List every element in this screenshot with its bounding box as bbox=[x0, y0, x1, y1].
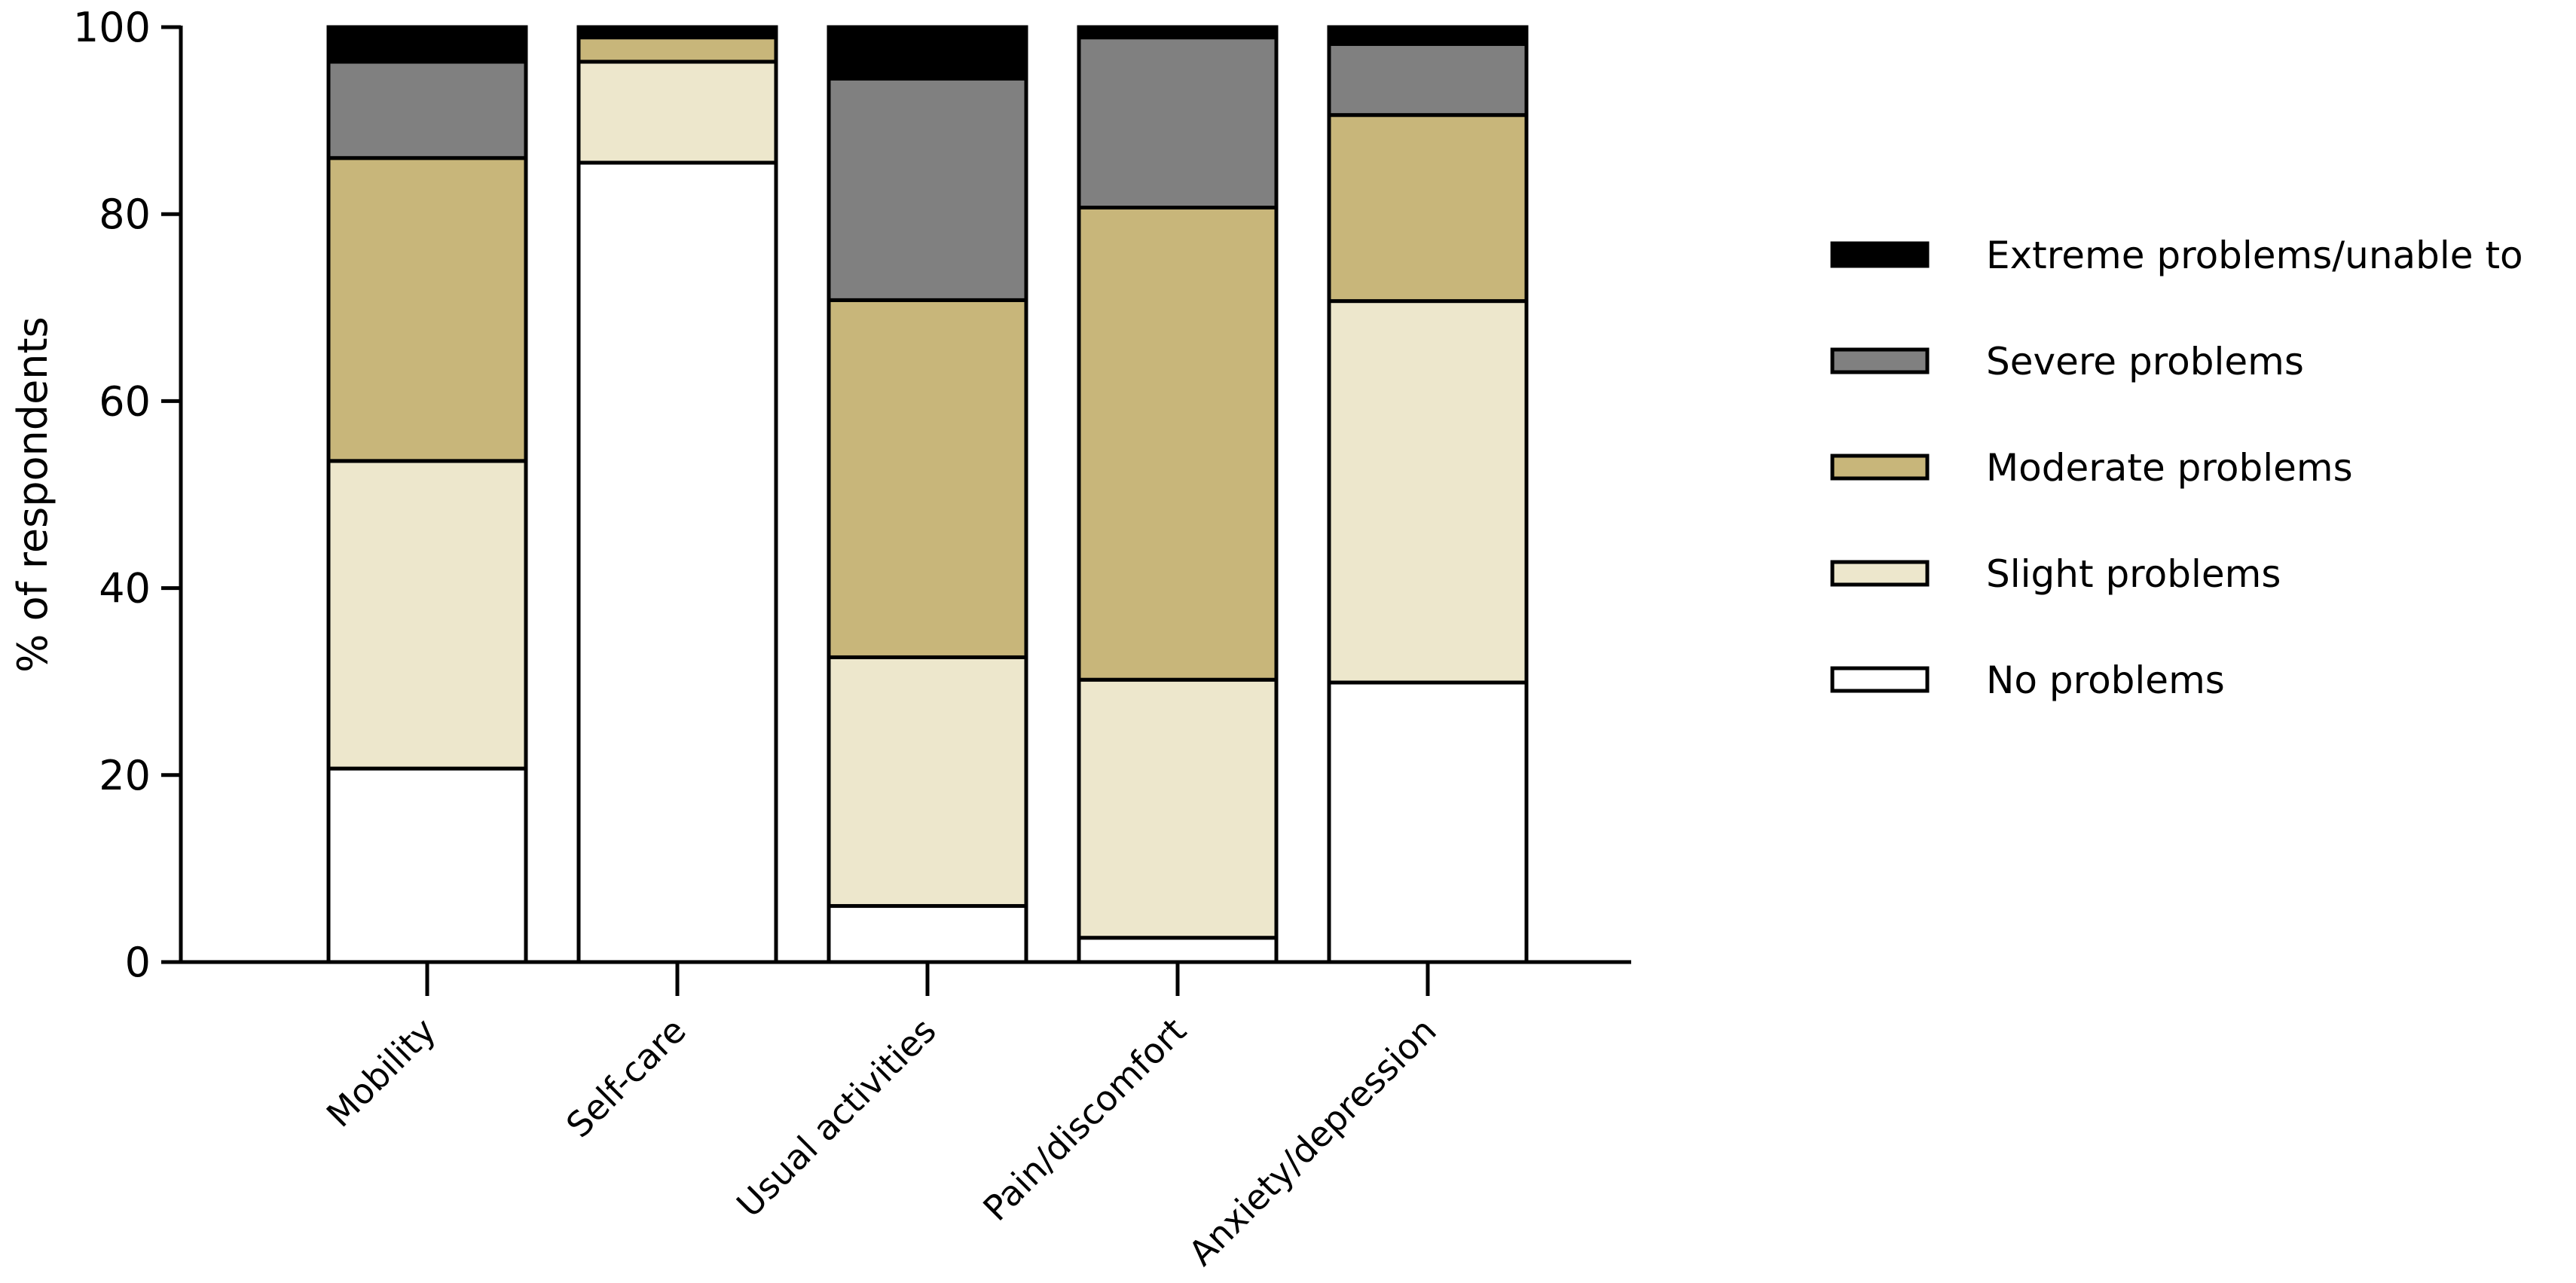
y-axis-label: % of respondents bbox=[9, 316, 57, 673]
x-axis-ticks: Mobility Self-care Usual activities Pain/di… bbox=[319, 962, 1444, 1273]
bar-segment bbox=[326, 60, 528, 160]
axes-layer bbox=[179, 26, 1631, 964]
legend-label: Moderate problems bbox=[1986, 446, 2353, 490]
legend-label: No problems bbox=[1986, 658, 2225, 702]
legend-item: Extreme problems/unable to bbox=[1830, 234, 2523, 277]
bar-segment bbox=[827, 76, 1028, 302]
bar-segment bbox=[576, 160, 778, 964]
legend: Extreme problems/unable to Severe problem… bbox=[1830, 234, 2523, 702]
x-tick-label: Anxiety/depression bbox=[1181, 1010, 1444, 1274]
y-tick-label: 40 bbox=[99, 565, 151, 612]
legend-swatch bbox=[1830, 560, 1930, 587]
x-tick-label: Usual activities bbox=[729, 1010, 944, 1226]
bar-segment bbox=[827, 655, 1028, 909]
bar-segment bbox=[576, 60, 778, 165]
legend-swatch bbox=[1830, 666, 1930, 693]
bar-segment bbox=[576, 35, 778, 64]
bar-stack bbox=[827, 25, 1028, 964]
bar-segment bbox=[576, 25, 778, 36]
legend-item: Moderate problems bbox=[1830, 446, 2353, 490]
y-tick-label: 0 bbox=[125, 939, 151, 986]
bar-segment bbox=[1077, 936, 1279, 964]
x-tick-label: Mobility bbox=[319, 1010, 444, 1135]
legend-item: No problems bbox=[1830, 658, 2225, 702]
legend-swatch bbox=[1830, 241, 1930, 268]
bar-stack bbox=[1327, 25, 1529, 964]
bars-layer bbox=[326, 25, 1529, 964]
y-tick-label: 20 bbox=[99, 752, 151, 799]
bar-segment bbox=[326, 156, 528, 463]
bar-segment bbox=[1077, 206, 1279, 682]
x-tick-label: Pain/discomfort bbox=[975, 1010, 1193, 1229]
bar-segment bbox=[1327, 680, 1529, 964]
bar-segment bbox=[1327, 41, 1529, 118]
legend-label: Severe problems bbox=[1986, 340, 2304, 383]
bar-segment bbox=[827, 298, 1028, 659]
legend-item: Severe problems bbox=[1830, 340, 2304, 383]
y-axis-ticks: 0 20 40 60 80 100 bbox=[73, 4, 181, 986]
legend-label: Extreme problems/unable to bbox=[1986, 234, 2523, 277]
x-tick-label: Self-care bbox=[558, 1010, 694, 1146]
bar-segment bbox=[1327, 113, 1529, 304]
bar-segment bbox=[1077, 25, 1279, 40]
bar-stack bbox=[1077, 25, 1279, 964]
bar-segment bbox=[326, 766, 528, 964]
legend-swatch bbox=[1830, 347, 1930, 374]
legend-label: Slight problems bbox=[1986, 552, 2281, 596]
bar-stack bbox=[576, 25, 778, 964]
y-tick-label: 80 bbox=[99, 191, 151, 238]
legend-swatch bbox=[1830, 454, 1930, 481]
bar-segment bbox=[1327, 299, 1529, 685]
bar-segment bbox=[827, 25, 1028, 81]
bar-segment bbox=[326, 459, 528, 771]
bar-stack bbox=[326, 25, 528, 964]
bar-segment bbox=[1077, 35, 1279, 210]
y-tick-label: 100 bbox=[73, 4, 151, 51]
bar-segment bbox=[1077, 677, 1279, 940]
bar-segment bbox=[827, 904, 1028, 964]
legend-item: Slight problems bbox=[1830, 552, 2281, 596]
y-tick-label: 60 bbox=[99, 377, 151, 425]
bar-segment bbox=[326, 25, 528, 64]
bar-segment bbox=[1327, 25, 1529, 46]
